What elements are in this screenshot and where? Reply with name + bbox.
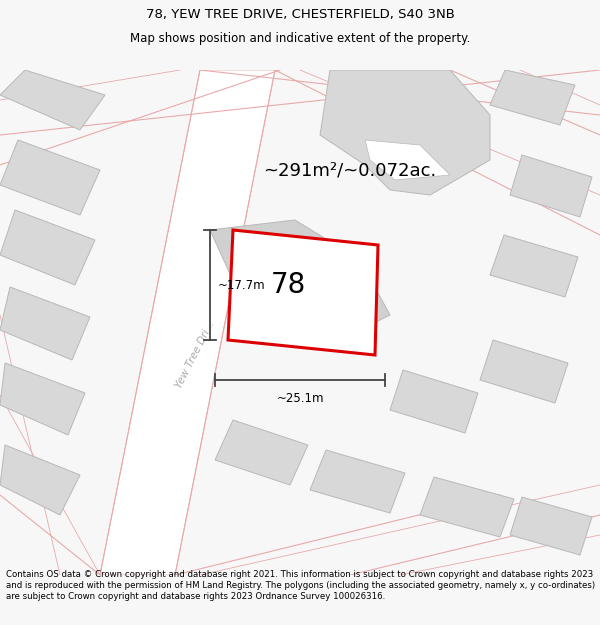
Text: ~291m²/~0.072ac.: ~291m²/~0.072ac. (263, 161, 437, 179)
Polygon shape (0, 363, 85, 435)
Polygon shape (210, 220, 390, 335)
Polygon shape (490, 235, 578, 297)
Polygon shape (0, 287, 90, 360)
Polygon shape (510, 155, 592, 217)
Text: 78: 78 (271, 271, 306, 299)
Polygon shape (228, 230, 378, 355)
Text: ~25.1m: ~25.1m (276, 392, 324, 405)
Polygon shape (365, 140, 450, 180)
Text: Map shows position and indicative extent of the property.: Map shows position and indicative extent… (130, 32, 470, 45)
Polygon shape (420, 477, 514, 537)
Polygon shape (0, 210, 95, 285)
Polygon shape (320, 70, 490, 195)
Polygon shape (390, 370, 478, 433)
Text: ~17.7m: ~17.7m (218, 279, 266, 291)
Polygon shape (0, 70, 105, 130)
Polygon shape (510, 497, 592, 555)
Text: Contains OS data © Crown copyright and database right 2021. This information is : Contains OS data © Crown copyright and d… (6, 570, 595, 601)
Polygon shape (310, 450, 405, 513)
Polygon shape (215, 420, 308, 485)
Polygon shape (480, 340, 568, 403)
Polygon shape (0, 140, 100, 215)
Polygon shape (100, 70, 275, 575)
Text: 78, YEW TREE DRIVE, CHESTERFIELD, S40 3NB: 78, YEW TREE DRIVE, CHESTERFIELD, S40 3N… (146, 8, 454, 21)
Polygon shape (0, 445, 80, 515)
Text: Yew Tree Dri...: Yew Tree Dri... (174, 320, 216, 390)
Polygon shape (490, 70, 575, 125)
